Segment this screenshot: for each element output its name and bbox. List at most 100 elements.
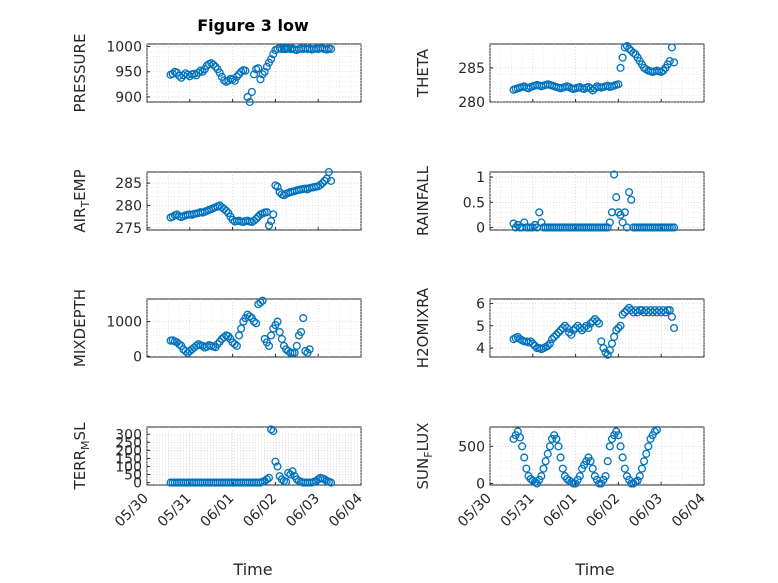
data-point (633, 476, 642, 485)
subplot-1: 900 950 1000 PRESSURE (71, 34, 362, 112)
y-tick-label: 950 (115, 65, 142, 81)
data-point (650, 427, 659, 436)
data-point (213, 340, 222, 349)
data-point (669, 223, 679, 232)
data-point (537, 218, 546, 227)
y-tick-label: 50 (124, 468, 142, 484)
data-point (556, 453, 565, 462)
data-point (273, 317, 282, 326)
data-point (518, 442, 527, 451)
y-tick-label: 1000 (106, 40, 142, 56)
data-point (669, 58, 679, 67)
data-point (262, 475, 271, 484)
data-point (326, 176, 336, 185)
data-point (652, 425, 661, 435)
data-point (305, 345, 314, 354)
data-point (605, 442, 614, 451)
data-point (275, 327, 284, 337)
data-point (588, 86, 597, 95)
data-point (614, 323, 623, 333)
data-point (252, 319, 261, 328)
data-point (219, 204, 229, 214)
y-axis-label: AIRTEMP (71, 169, 92, 232)
data-point (550, 332, 559, 341)
data-point (637, 464, 646, 473)
data-point (616, 321, 625, 330)
data-point (584, 323, 593, 333)
data-point (543, 341, 552, 350)
x-axis-label-right: Time (574, 560, 614, 579)
y-tick-label: 200 (115, 443, 142, 459)
data-point (292, 341, 301, 350)
data-point (273, 182, 282, 191)
data-point (269, 426, 278, 436)
data-point (548, 335, 557, 344)
data-point (277, 334, 286, 343)
y-tick-label: 1 (476, 170, 485, 186)
data-point (580, 323, 589, 333)
data-point (537, 472, 546, 481)
data-point (515, 433, 525, 442)
data-point (567, 330, 576, 339)
data-point (260, 67, 269, 76)
data-point (228, 75, 237, 84)
y-axis-label: RAINFALL (414, 165, 432, 236)
data-point (297, 327, 306, 337)
data-point (614, 80, 623, 89)
data-point (612, 193, 621, 202)
data-point (271, 457, 280, 466)
data-point (215, 68, 224, 77)
data-point (232, 341, 241, 350)
data-point (627, 195, 636, 204)
data-point (669, 323, 679, 333)
data-point (545, 442, 554, 451)
data-point (543, 449, 552, 458)
data-point (299, 314, 308, 323)
data-point (301, 347, 310, 356)
data-point (605, 218, 614, 227)
data-point (262, 62, 271, 71)
data-point (249, 317, 259, 326)
data-point (545, 339, 554, 348)
subplot-4: 0 0.5 1 RAINFALL (414, 165, 705, 236)
data-point (267, 55, 276, 64)
data-point (535, 208, 544, 217)
y-tick-label: 285 (115, 176, 142, 192)
data-point (642, 449, 651, 458)
data-point (616, 442, 625, 451)
data-point (209, 60, 218, 69)
data-point (292, 475, 301, 484)
subplot-5: 0 1000 MIXDEPTH (71, 289, 362, 367)
data-point (288, 467, 297, 476)
data-point (267, 425, 276, 434)
data-point (610, 170, 619, 179)
data-point (190, 69, 199, 78)
data-point (601, 472, 610, 481)
data-point (552, 330, 561, 339)
data-point (254, 64, 263, 73)
data-point (530, 341, 539, 350)
y-axis-label: H2OMIXRA (414, 287, 432, 368)
data-point (558, 464, 567, 473)
data-point (326, 44, 336, 54)
data-point (618, 53, 627, 62)
data-point (582, 321, 591, 330)
data-point (667, 43, 676, 52)
data-point (575, 472, 584, 481)
data-point (554, 328, 563, 337)
data-point (264, 341, 274, 350)
data-point (618, 453, 627, 462)
y-tick-label: 0 (133, 476, 142, 492)
data-point (558, 323, 567, 333)
data-point (590, 315, 599, 324)
data-point (526, 337, 535, 346)
data-point (625, 188, 634, 197)
figure-title: Figure 3 low (197, 16, 309, 35)
subplot-3: 275 280 285 AIRTEMP (71, 167, 362, 237)
data-point (665, 57, 674, 66)
y-axis-label: THETA (414, 48, 432, 98)
data-point (318, 179, 327, 188)
data-point (635, 472, 644, 481)
data-point (661, 308, 670, 317)
